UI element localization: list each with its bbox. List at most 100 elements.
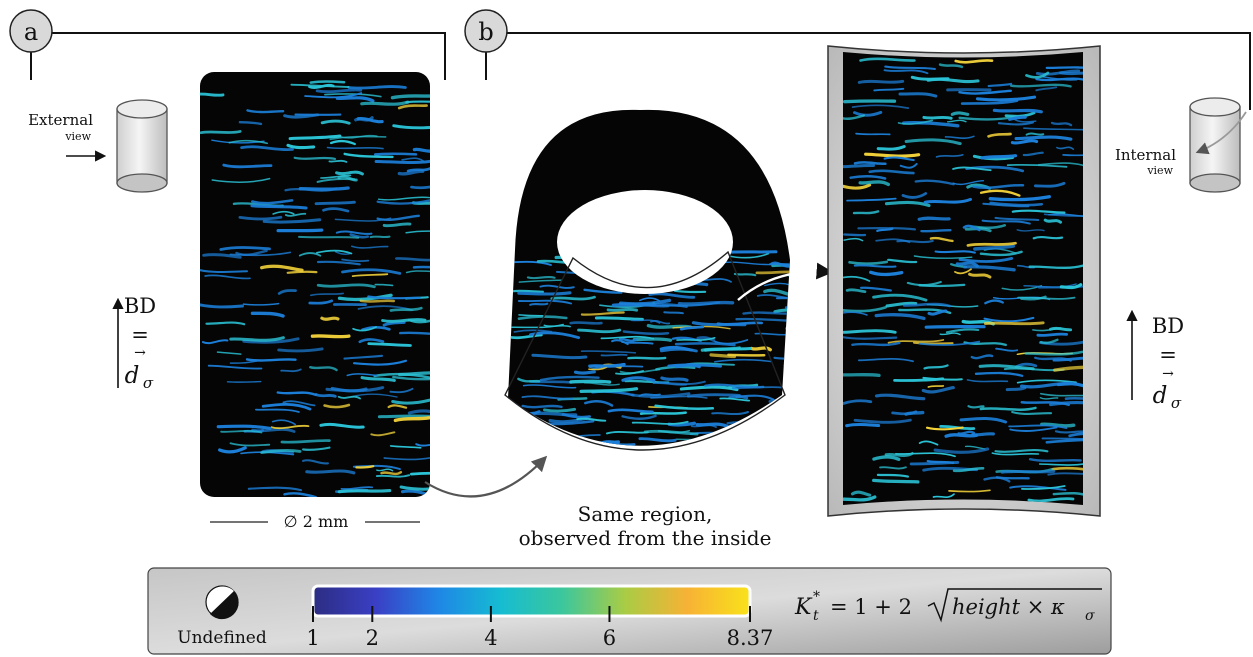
scan-ridge xyxy=(874,313,926,321)
scan-ridge xyxy=(1045,438,1083,444)
formula-sqrt-sign xyxy=(927,588,1102,623)
scan-ridge xyxy=(770,428,790,434)
diameter-label: ∅ 2 mm xyxy=(284,512,349,531)
scan-ridge xyxy=(1010,139,1039,145)
scan-ridge xyxy=(228,139,268,145)
scan-ridge xyxy=(341,258,370,262)
scan-ridge xyxy=(397,169,425,176)
scan-ridge xyxy=(579,387,639,393)
scan-ridge xyxy=(1052,491,1083,498)
scan-ridge xyxy=(868,169,915,175)
scan-ridge xyxy=(756,294,790,300)
scan-ridge xyxy=(367,295,421,300)
scan-ridge xyxy=(1000,469,1056,474)
scan-ridge xyxy=(335,96,375,103)
scan-ridge xyxy=(347,85,407,90)
scan-ridge xyxy=(308,299,334,305)
scan-ridge xyxy=(314,393,337,398)
scan-ridge xyxy=(958,89,1012,95)
scan-ridge xyxy=(325,386,385,393)
scan-ridge xyxy=(326,146,384,150)
scan-ridge xyxy=(621,376,656,383)
scan-ridge xyxy=(316,249,353,255)
scan-ridge xyxy=(580,311,625,316)
scan-ridge xyxy=(979,189,1021,197)
scan-ridge xyxy=(857,79,905,84)
scan-ridge xyxy=(845,288,867,294)
scan-ridge xyxy=(843,237,864,242)
scan-ridge xyxy=(1059,70,1083,76)
scan-ridge xyxy=(405,230,430,234)
colorbar-ticks: 1 2 4 6 8.37 xyxy=(306,606,773,650)
external-view-label: External xyxy=(28,111,93,129)
scan-ridge xyxy=(960,99,1019,105)
scan-ridge xyxy=(395,257,430,262)
scan-ridge xyxy=(1006,163,1068,168)
internal-view-label: Internal xyxy=(1115,146,1176,164)
scan-ridge xyxy=(517,315,568,320)
scan-ridge xyxy=(583,382,620,386)
scan-ridge xyxy=(922,115,953,120)
scan-ridge xyxy=(382,222,412,228)
scan-ridge xyxy=(858,180,890,187)
scan-ridge xyxy=(539,375,600,382)
scan-ridge xyxy=(606,307,639,312)
scan-ridge xyxy=(619,458,667,460)
scan-ridge xyxy=(343,354,384,360)
scan-ridge xyxy=(968,272,992,279)
scan-ridge xyxy=(679,325,705,331)
scan-ridge xyxy=(397,371,430,377)
scan-ridge xyxy=(733,272,757,277)
scan-ridge xyxy=(583,288,623,294)
scan-ridge xyxy=(343,152,394,159)
scan-ridge xyxy=(995,476,1030,480)
scan-ridge xyxy=(971,432,995,437)
scan-ridge xyxy=(853,264,897,268)
scan-ridge xyxy=(517,291,572,296)
scan-ridge xyxy=(939,332,961,336)
scan-ridge xyxy=(308,83,335,89)
scan-ridge xyxy=(652,382,688,386)
scan-ridge xyxy=(1025,71,1050,79)
scan-ridge xyxy=(972,154,1015,161)
scan-ridge xyxy=(705,466,721,467)
bd-equals-b: = xyxy=(1159,343,1177,367)
scan-ridge xyxy=(843,495,877,502)
scan-ridge xyxy=(576,417,607,422)
scan-ridge xyxy=(382,320,406,327)
scan-ridge xyxy=(216,424,272,430)
scan-ridge xyxy=(250,204,308,210)
scan-ridge xyxy=(1020,295,1047,301)
scan-ridge xyxy=(753,461,785,464)
scan-ridge xyxy=(895,452,956,458)
scan-ridge xyxy=(989,201,1044,207)
scan-ridge xyxy=(896,239,934,244)
scan-ridge xyxy=(674,363,701,369)
scan-ridge xyxy=(204,274,251,280)
scan-ridge xyxy=(517,377,541,383)
scan-ridge xyxy=(1056,146,1075,150)
scan-ridge xyxy=(660,376,689,382)
scan-ridge xyxy=(773,308,790,314)
scan-ridge xyxy=(884,200,931,208)
scan-ridge xyxy=(405,270,430,274)
scan-ridge xyxy=(671,457,701,458)
formula-radicand-sub: σ xyxy=(1085,608,1095,624)
scan-ridge xyxy=(250,311,285,318)
scan-ridge xyxy=(561,456,588,457)
scan-ridge xyxy=(335,170,364,176)
scan-ridge xyxy=(677,300,735,306)
scan-ridge xyxy=(588,363,625,368)
scan-ridge xyxy=(335,230,373,235)
scan-ridge xyxy=(283,492,317,497)
scan-ridge xyxy=(661,301,721,307)
scan-ridge xyxy=(202,253,242,259)
scan-ridge xyxy=(390,94,430,100)
scan-ridge xyxy=(351,245,389,249)
scan-ridge xyxy=(600,353,628,357)
scan-ridge xyxy=(508,333,543,340)
scan-ridge xyxy=(948,489,991,493)
scan-ridge xyxy=(216,351,242,355)
scan-ridge xyxy=(639,411,687,415)
